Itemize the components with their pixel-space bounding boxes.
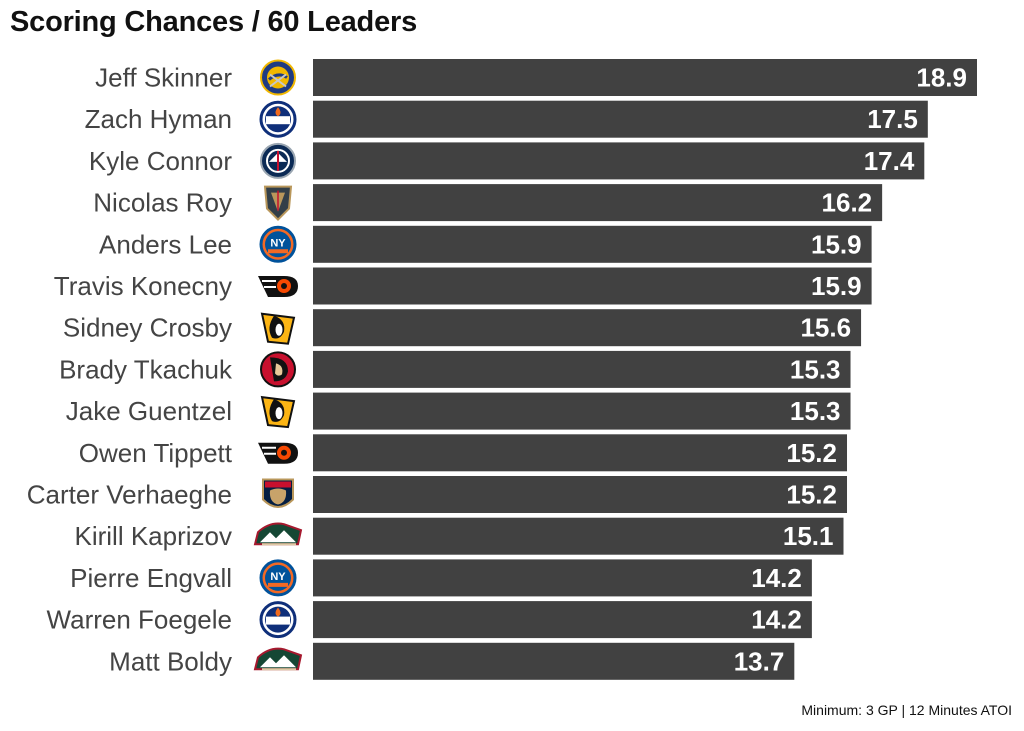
bar xyxy=(313,184,883,222)
bar xyxy=(313,309,862,347)
svg-text:NY: NY xyxy=(270,571,286,583)
player-label: Zach Hyman xyxy=(85,104,232,134)
value-label: 14.2 xyxy=(751,563,802,593)
player-label: Anders Lee xyxy=(99,229,232,259)
panthers-logo-icon xyxy=(262,478,294,508)
player-label: Matt Boldy xyxy=(109,646,232,676)
bar xyxy=(313,434,848,472)
value-label: 15.9 xyxy=(811,229,862,259)
senators-logo-icon xyxy=(260,351,296,388)
chart-title: Scoring Chances / 60 Leaders xyxy=(10,6,418,38)
value-label: 16.2 xyxy=(822,188,873,218)
player-label: Carter Verhaeghe xyxy=(27,480,232,510)
flyers-logo-icon xyxy=(258,442,298,464)
value-label: 15.3 xyxy=(790,354,841,384)
islanders-logo-icon: NY xyxy=(259,559,297,597)
penguins-logo-icon xyxy=(260,312,296,345)
team-logos: NY NY xyxy=(253,59,303,671)
bars xyxy=(313,59,977,680)
penguins-logo-icon xyxy=(260,395,296,429)
value-label: 14.2 xyxy=(751,605,802,635)
chart-caption: Minimum: 3 GP | 12 Minutes ATOI xyxy=(801,702,1012,718)
bar xyxy=(313,59,977,96)
flyers-logo-icon xyxy=(258,276,298,297)
islanders-logo-icon: NY xyxy=(259,225,297,263)
bar xyxy=(313,517,844,555)
bar-chart: Jeff Skinner Zach Hyman Kyle Connor Nicolas… xyxy=(27,59,977,680)
player-label: Pierre Engvall xyxy=(70,563,232,593)
player-label: Brady Tkachuk xyxy=(59,354,233,384)
player-label: Nicolas Roy xyxy=(93,188,232,218)
jets-logo-icon xyxy=(260,142,296,179)
value-label: 15.9 xyxy=(811,271,862,301)
bar xyxy=(313,601,812,639)
wild-logo-icon xyxy=(253,647,303,671)
value-labels: 18.9 17.5 17.4 16.2 15.9 15.9 15.6 15.3 15.3 15.2… xyxy=(734,63,967,677)
player-label: Jeff Skinner xyxy=(95,63,232,93)
bar xyxy=(313,142,925,180)
bar xyxy=(313,100,928,138)
value-label: 15.6 xyxy=(800,313,851,343)
player-label: Kirill Kaprizov xyxy=(75,521,233,551)
value-label: 15.2 xyxy=(786,438,837,468)
bar xyxy=(313,267,872,305)
value-label: 15.2 xyxy=(786,480,837,510)
sabres-logo-icon xyxy=(260,59,296,96)
value-label: 15.3 xyxy=(790,396,841,426)
bar xyxy=(313,642,795,680)
oilers-logo-icon xyxy=(259,601,297,639)
bar xyxy=(313,559,812,597)
golden-knights-logo-icon xyxy=(263,185,293,222)
bar xyxy=(313,225,872,263)
bar xyxy=(313,476,848,513)
bar xyxy=(313,350,851,388)
player-labels: Jeff Skinner Zach Hyman Kyle Connor Nicolas… xyxy=(27,63,233,677)
player-label: Sidney Crosby xyxy=(63,313,232,343)
value-label: 13.7 xyxy=(734,646,785,676)
wild-logo-icon xyxy=(253,522,303,546)
player-label: Jake Guentzel xyxy=(66,396,232,426)
svg-text:NY: NY xyxy=(270,237,286,249)
bar xyxy=(313,392,851,430)
player-label: Kyle Connor xyxy=(89,146,232,176)
value-label: 17.4 xyxy=(864,146,915,176)
value-label: 18.9 xyxy=(916,63,967,93)
value-label: 15.1 xyxy=(783,521,834,551)
value-label: 17.5 xyxy=(867,104,918,134)
player-label: Owen Tippett xyxy=(79,438,233,468)
oilers-logo-icon xyxy=(259,100,297,138)
player-label: Travis Konecny xyxy=(54,271,232,301)
player-label: Warren Foegele xyxy=(47,605,232,635)
